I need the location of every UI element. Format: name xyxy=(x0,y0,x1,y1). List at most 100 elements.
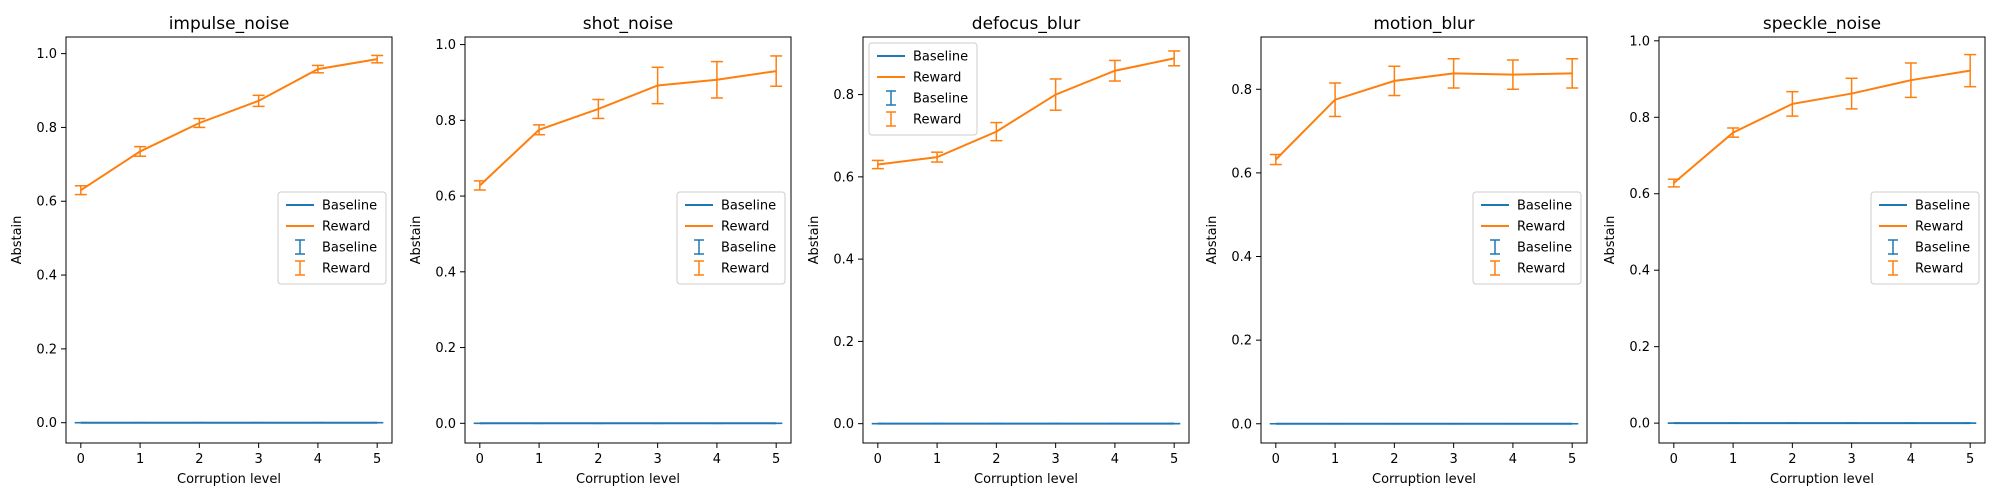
x-axis-label: Corruption level xyxy=(1372,472,1476,487)
x-tick-label: 1 xyxy=(136,452,144,467)
error-bar-reward xyxy=(1108,59,1121,82)
error-bar-reward xyxy=(1786,90,1799,117)
y-tick-label: 0.2 xyxy=(1231,334,1252,349)
series-line-reward xyxy=(877,57,1175,166)
y-tick-label: 0.8 xyxy=(1629,111,1650,126)
x-tick-label: 5 xyxy=(373,452,381,467)
x-tick-label: 2 xyxy=(195,452,203,467)
legend-label: Baseline xyxy=(322,241,377,256)
chart-panel-speckle-noise: speckle_noise 0.0 0.2 0.4 0.6 0.8 1.0 0 1 2 3 4 5 Cor… xyxy=(1603,14,1986,487)
y-tick-label: 0.2 xyxy=(833,335,854,350)
error-bar-reward xyxy=(651,66,664,105)
y-axis-label: Abstain xyxy=(807,216,822,265)
y-tick-label: 0.4 xyxy=(833,253,854,268)
x-tick-label: 5 xyxy=(1966,452,1974,467)
error-bar-reward xyxy=(533,124,546,136)
legend-label: Baseline xyxy=(913,50,968,65)
legend-errorbar-reward xyxy=(295,260,305,276)
legend-label: Baseline xyxy=(1915,241,1970,256)
y-tick-label: 0.0 xyxy=(435,417,456,432)
y-axis-label: Abstain xyxy=(409,216,424,265)
x-tick-label: 0 xyxy=(1670,452,1678,467)
x-tick-label: 3 xyxy=(254,452,262,467)
error-bar-reward xyxy=(1329,82,1342,118)
chart-title: shot_noise xyxy=(583,14,673,34)
legend-errorbar-reward xyxy=(1888,260,1898,276)
error-bar-reward xyxy=(371,54,384,64)
x-tick-label: 5 xyxy=(1568,452,1576,467)
y-tick-label: 0.6 xyxy=(1629,187,1650,202)
y-tick-label: 1.0 xyxy=(1629,34,1650,49)
error-bar-reward xyxy=(1506,59,1519,91)
y-tick-label: 0.8 xyxy=(1231,83,1252,98)
x-tick-label: 0 xyxy=(476,452,484,467)
error-bar-reward xyxy=(74,184,87,196)
y-axis-label: Abstain xyxy=(1205,216,1220,265)
legend-label: Reward xyxy=(322,262,370,277)
chart-panel-impulse-noise: impulse_noise 0.0 0.2 0.4 0.6 0.8 1.0 0 1 2 3 4 5 Cor… xyxy=(10,14,393,487)
series-line-reward xyxy=(1673,69,1971,184)
y-tick-label: 0.2 xyxy=(36,342,57,357)
error-bar-reward xyxy=(1566,57,1579,89)
plot-frame xyxy=(862,36,1190,444)
x-tick-label: 4 xyxy=(1509,452,1517,467)
x-tick-label: 1 xyxy=(1331,452,1339,467)
legend-label: Baseline xyxy=(721,241,776,256)
chart-panel-motion-blur: motion_blur 0.0 0.2 0.4 0.6 0.8 0 1 2 3 4 5 Corrupti… xyxy=(1205,14,1588,487)
legend-label: Reward xyxy=(1517,262,1565,277)
plot-frame xyxy=(464,36,792,444)
x-tick-label: 3 xyxy=(653,452,661,467)
error-bar-reward xyxy=(134,145,147,157)
y-axis-label: Abstain xyxy=(1603,216,1618,265)
x-axis-label: Corruption level xyxy=(974,472,1078,487)
x-tick-label: 2 xyxy=(992,452,1000,467)
x-tick-label: 0 xyxy=(1272,452,1280,467)
x-tick-label: 1 xyxy=(535,452,543,467)
x-tick-label: 4 xyxy=(1111,452,1119,467)
error-bar-reward xyxy=(871,159,884,170)
y-tick-label: 0.0 xyxy=(833,417,854,432)
chart-panel-shot-noise: shot_noise 0.0 0.2 0.4 0.6 0.8 1.0 0 1 2 3 4 5 Corrup… xyxy=(409,14,792,487)
error-bar-reward xyxy=(1727,127,1740,138)
error-bar-reward xyxy=(592,98,605,120)
x-tick-label: 4 xyxy=(713,452,721,467)
x-tick-label: 2 xyxy=(1390,452,1398,467)
y-tick-label: 0.0 xyxy=(1629,417,1650,432)
legend-label: Baseline xyxy=(1517,241,1572,256)
x-tick-label: 4 xyxy=(1907,452,1915,467)
legend-label: Reward xyxy=(913,71,961,86)
legend-errorbar-reward xyxy=(694,260,704,276)
y-tick-label: 0.2 xyxy=(435,341,456,356)
y-tick-label: 0.6 xyxy=(435,190,456,205)
error-bar-reward xyxy=(1667,178,1680,188)
legend-label: Reward xyxy=(1915,262,1963,277)
plot-frame xyxy=(1658,36,1986,444)
legend-label: Baseline xyxy=(1517,199,1572,214)
legend: Baseline Reward Baseline Reward xyxy=(1870,191,1980,285)
y-tick-label: 0.4 xyxy=(36,269,57,284)
error-bar-reward xyxy=(1049,78,1062,111)
x-tick-label: 0 xyxy=(77,452,85,467)
legend-errorbar-baseline xyxy=(1888,239,1898,255)
error-bar-reward xyxy=(1904,62,1917,99)
x-axis-label: Corruption level xyxy=(1770,472,1874,487)
x-tick-label: 1 xyxy=(1729,452,1737,467)
error-bar-reward xyxy=(931,151,944,163)
legend-label: Reward xyxy=(913,113,961,128)
error-bar-reward xyxy=(1388,65,1401,97)
y-tick-label: 1.0 xyxy=(36,47,57,62)
legend-errorbar-reward xyxy=(886,111,896,127)
chart-title: speckle_noise xyxy=(1763,14,1881,34)
x-tick-label: 5 xyxy=(772,452,780,467)
legend-errorbar-reward xyxy=(1490,260,1500,276)
y-tick-label: 1.0 xyxy=(435,38,456,53)
legend-label: Baseline xyxy=(913,92,968,107)
y-tick-label: 0.6 xyxy=(36,195,57,210)
legend-label: Baseline xyxy=(721,199,776,214)
legend-label: Reward xyxy=(721,262,769,277)
x-tick-label: 2 xyxy=(1788,452,1796,467)
chart-title: impulse_noise xyxy=(169,14,290,34)
error-bar-reward xyxy=(1269,153,1282,166)
